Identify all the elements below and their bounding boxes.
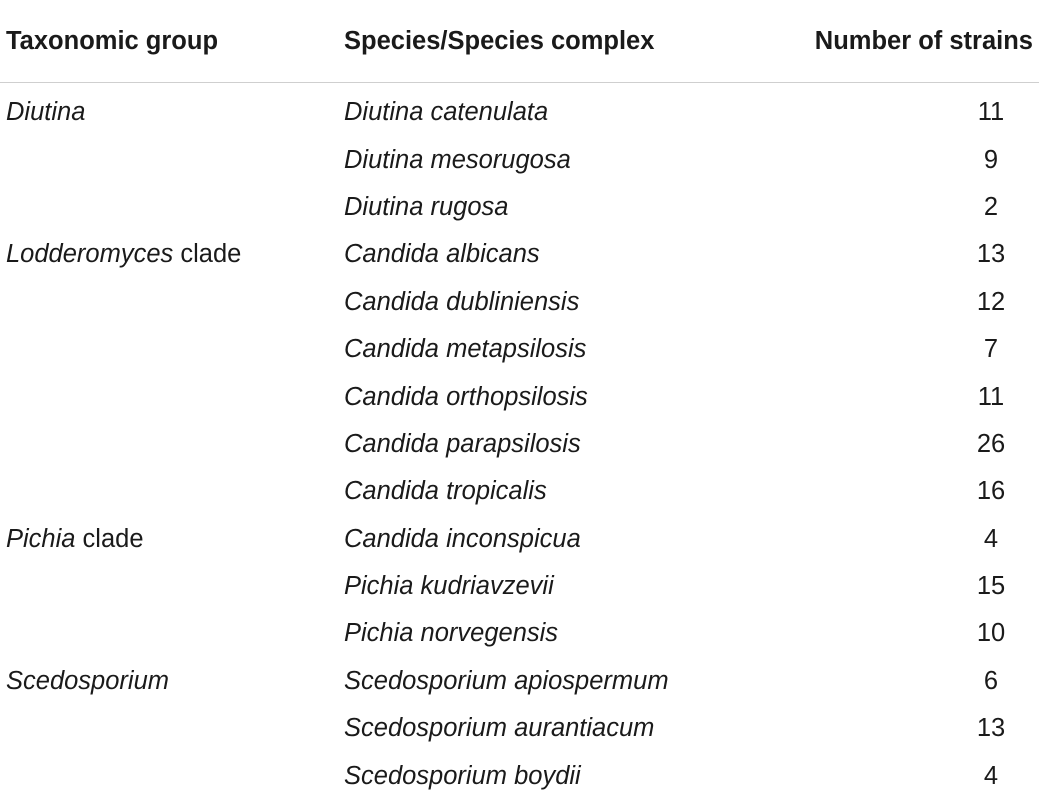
cell-species: Candida inconspicua [344,524,581,553]
cell-taxonomic-group: Diutina [0,83,343,137]
table-row: Candida orthopsilosis 11 [0,373,1039,420]
cell-taxonomic-group [0,421,343,468]
cell-species: Candida dubliniensis [344,287,580,316]
cell-species: Scedosporium boydii [344,761,581,790]
cell-taxonomic-group: Pichia clade [0,516,343,563]
cell-number-of-strains: 9 [983,145,999,174]
cell-number-of-strains: 7 [983,335,999,364]
header-row: Taxonomic group Species/Species complex … [0,0,1039,83]
cell-taxonomic-group: Lodderomyces clade [0,231,343,278]
cell-number-of-strains: 13 [976,240,1006,269]
cell-number-of-strains: 4 [983,524,999,553]
table-row: Pichia clade Candida inconspicua 4 [0,516,1039,563]
table-row: Candida dubliniensis 12 [0,279,1039,326]
table-body: Diutina Diutina catenulata 11 Diutina mesor… [0,83,1039,800]
cell-species: Candida tropicalis [344,477,547,506]
cell-taxonomic-group [0,610,343,657]
table-row: Pichia norvegensis 10 [0,610,1039,657]
cell-species: Candida metapsilosis [344,335,587,364]
cell-number-of-strains: 16 [976,477,1006,506]
cell-taxonomic-group [0,752,343,799]
cell-number-of-strains: 26 [976,429,1006,458]
cell-species: Scedosporium aurantiacum [344,714,655,743]
cell-number-of-strains: 11 [977,382,1005,411]
cell-species: Candida parapsilosis [344,429,581,458]
table-row: Scedosporium Scedosporium apiospermum 6 [0,658,1039,705]
cell-species: Diutina rugosa [344,192,509,221]
group-name-italic: Lodderomyces [6,240,174,269]
cell-species: Diutina catenulata [344,98,549,127]
header-number-of-strains: Number of strains [783,0,1039,83]
header-species: Species/Species complex [343,0,783,83]
table-row: Diutina Diutina catenulata 11 [0,83,1039,137]
cell-number-of-strains: 12 [976,287,1006,316]
group-name-italic: Scedosporium [6,666,169,695]
cell-species: Pichia kudriavzevii [344,572,554,601]
cell-taxonomic-group [0,563,343,610]
table-header: Taxonomic group Species/Species complex … [0,0,1039,83]
cell-species: Candida albicans [344,240,540,269]
cell-number-of-strains: 4 [983,761,999,790]
cell-taxonomic-group [0,326,343,373]
cell-taxonomic-group: Scedosporium [0,658,343,705]
group-name-suffix: clade [75,524,144,553]
table-row: Candida tropicalis 16 [0,468,1039,515]
cell-number-of-strains: 11 [977,98,1005,127]
cell-taxonomic-group [0,184,343,231]
table-row: Scedosporium aurantiacum 13 [0,705,1039,752]
table-row: Pichia kudriavzevii 15 [0,563,1039,610]
group-name-suffix: clade [173,240,242,269]
table-row: Diutina rugosa 2 [0,184,1039,231]
table-row: Lodderomyces clade Candida albicans 13 [0,231,1039,278]
header-taxonomic-group: Taxonomic group [0,0,343,83]
cell-number-of-strains: 15 [976,572,1006,601]
group-name-italic: Diutina [6,98,86,127]
cell-number-of-strains: 10 [976,619,1006,648]
cell-taxonomic-group [0,279,343,326]
cell-number-of-strains: 6 [983,666,999,695]
cell-taxonomic-group [0,373,343,420]
cell-taxonomic-group [0,705,343,752]
group-name-italic: Pichia [6,524,76,553]
cell-taxonomic-group [0,136,343,183]
table-row: Diutina mesorugosa 9 [0,136,1039,183]
table-row: Candida parapsilosis 26 [0,421,1039,468]
cell-number-of-strains: 13 [976,714,1006,743]
cell-species: Candida orthopsilosis [344,382,588,411]
cell-species: Scedosporium apiospermum [344,666,669,695]
cell-species: Diutina mesorugosa [344,145,571,174]
table-row: Candida metapsilosis 7 [0,326,1039,373]
cell-species: Pichia norvegensis [344,619,559,648]
cell-number-of-strains: 2 [983,192,999,221]
cell-taxonomic-group [0,468,343,515]
table-row: Scedosporium boydii 4 [0,752,1039,799]
